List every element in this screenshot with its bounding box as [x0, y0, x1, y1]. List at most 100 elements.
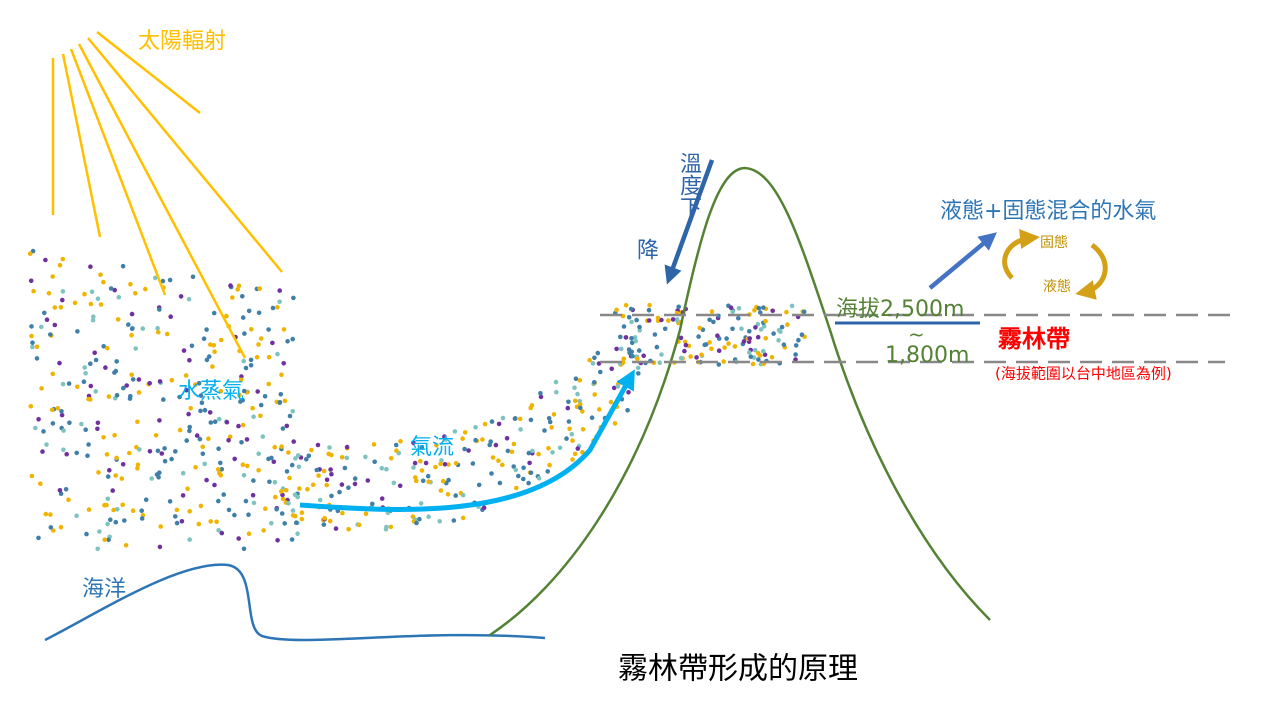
vapor-dot [589, 415, 595, 421]
vapor-dot [528, 417, 534, 423]
vapor-dot [446, 477, 451, 483]
vapor-dot [418, 458, 423, 464]
vapor-dot [554, 389, 559, 395]
vapor-dot [481, 505, 487, 511]
vapor-dot [566, 419, 572, 424]
vapor-dot [256, 451, 262, 457]
vapor-dot [637, 324, 642, 330]
vapor-dot [204, 477, 209, 483]
vapor-dot [106, 537, 111, 543]
vapor-dot [304, 457, 309, 462]
vapor-dot [212, 349, 217, 355]
label: 水蒸氣 [178, 379, 244, 404]
vapor-dot [750, 361, 756, 367]
vapor-dot [59, 409, 64, 414]
vapor-dot [277, 400, 283, 405]
vapor-dot [289, 462, 295, 468]
vapor-dot [513, 416, 518, 421]
vapor-dot [315, 442, 321, 448]
vapor-dot [88, 361, 93, 367]
vapor-dot [446, 462, 451, 467]
vapor-dot [206, 436, 211, 442]
vapor-dot [527, 460, 532, 466]
vapor-dot [732, 344, 738, 349]
vapor-dot [716, 348, 722, 354]
vapor-dot [72, 300, 78, 306]
vapor-dot [67, 420, 72, 426]
vapor-dot [114, 455, 119, 461]
label: 液態+固態混合的水氣 [940, 199, 1156, 224]
vapor-dot [500, 415, 506, 421]
vapor-dot [505, 448, 511, 454]
vapor-dot [246, 531, 252, 536]
vapor-dot [420, 478, 426, 484]
vapor-dot [352, 476, 358, 481]
vapor-dot [190, 274, 196, 280]
vapor-dot [655, 315, 661, 321]
vapor-dot [95, 420, 101, 426]
vapor-dot [239, 374, 244, 379]
vapor-dot [177, 394, 182, 400]
vapor-dot [210, 364, 215, 369]
vapor-dot [637, 328, 642, 333]
vapor-dot [137, 447, 142, 452]
vapor-dot [266, 327, 271, 332]
vapor-dot [391, 480, 397, 486]
vapor-dot [200, 444, 205, 450]
vapor-dot [208, 342, 213, 347]
vapor-dot [113, 473, 118, 478]
vapor-dot [240, 462, 246, 468]
vapor-dot [769, 354, 775, 360]
vapor-dot [224, 313, 229, 319]
vapor-dot [646, 307, 652, 313]
vapor-dot [181, 348, 187, 353]
vapor-dot [88, 264, 93, 270]
vapor-dot [460, 515, 466, 521]
vapor-dot [156, 475, 161, 480]
vapor-dot [135, 466, 140, 471]
vapor-dot [93, 389, 98, 394]
vapor-dot [573, 376, 579, 382]
vapor-dot [482, 421, 488, 427]
vapor-dot [761, 324, 767, 329]
vapor-dot [46, 291, 52, 296]
vapor-dot [114, 393, 120, 398]
vapor-dot [219, 530, 225, 536]
vapor-dot [136, 377, 142, 382]
vapor-dot [739, 326, 744, 332]
vapor-dot [98, 272, 103, 278]
vapor-dot [251, 414, 256, 420]
vapor-dot [39, 386, 44, 391]
vapor-dot [752, 347, 758, 353]
vapor-dot [270, 340, 275, 346]
vapor-dot [272, 479, 278, 485]
vapor-dot [40, 449, 45, 454]
vapor-dot [290, 508, 296, 513]
vapor-dot [128, 393, 133, 399]
vapor-dot [383, 527, 389, 532]
vapor-dot [57, 488, 63, 493]
vapor-dot [629, 340, 635, 346]
vapor-dot [553, 379, 559, 385]
vapor-dot [569, 431, 575, 437]
vapor-dot [243, 498, 249, 504]
vapor-dot [730, 326, 735, 332]
vapor-dot [753, 325, 758, 330]
vapor-dot [173, 449, 178, 454]
vapor-dot [279, 489, 284, 494]
vapor-dot [528, 470, 534, 476]
vapor-dot [235, 287, 240, 292]
vapor-dot [634, 317, 639, 323]
vapor-dot [211, 310, 217, 316]
vapor-dot [101, 344, 106, 349]
vapor-dot [497, 480, 503, 486]
vapor-dot [441, 478, 446, 484]
vapor-dot [129, 372, 134, 378]
vapor-dot [169, 377, 175, 383]
vapor-dot [755, 321, 761, 327]
vapor-dot [414, 520, 419, 526]
vapor-dot [200, 451, 206, 457]
vapor-dot [207, 410, 213, 415]
vapor-dot [112, 287, 117, 293]
vapor-dot [208, 519, 213, 524]
